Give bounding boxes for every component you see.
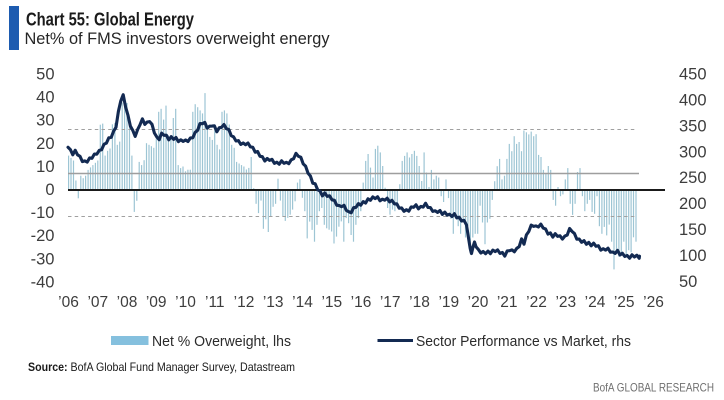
svg-text:’08: ’08 xyxy=(117,294,138,311)
svg-text:’16: ’16 xyxy=(351,294,372,311)
svg-text:0: 0 xyxy=(45,181,54,199)
svg-text:-20: -20 xyxy=(31,227,55,245)
svg-text:400: 400 xyxy=(679,91,707,109)
svg-text:30: 30 xyxy=(36,112,54,130)
svg-text:Sector Performance vs Market,: Sector Performance vs Market, rhs xyxy=(416,334,631,350)
svg-text:Source: BofA Global Fund Manag: Source: BofA Global Fund Manager Survey,… xyxy=(28,360,295,374)
svg-text:’18: ’18 xyxy=(409,294,430,311)
svg-text:’25: ’25 xyxy=(614,294,635,311)
svg-text:’26: ’26 xyxy=(643,294,664,311)
svg-text:-40: -40 xyxy=(31,273,55,291)
svg-text:’15: ’15 xyxy=(321,294,342,311)
svg-text:150: 150 xyxy=(679,221,707,239)
svg-text:’19: ’19 xyxy=(438,294,459,311)
svg-text:300: 300 xyxy=(679,143,707,161)
svg-text:’09: ’09 xyxy=(146,294,167,311)
svg-text:-30: -30 xyxy=(31,250,55,268)
svg-text:’07: ’07 xyxy=(87,294,108,311)
svg-text:100: 100 xyxy=(679,247,707,265)
svg-text:’21: ’21 xyxy=(497,294,518,311)
svg-text:’22: ’22 xyxy=(526,294,547,311)
svg-text:’11: ’11 xyxy=(205,294,225,311)
svg-text:Chart 55: Global Energy: Chart 55: Global Energy xyxy=(26,9,195,30)
svg-text:50: 50 xyxy=(679,273,697,291)
svg-text:’10: ’10 xyxy=(175,294,196,311)
svg-text:’13: ’13 xyxy=(263,294,284,311)
svg-text:250: 250 xyxy=(679,169,707,187)
svg-text:450: 450 xyxy=(679,66,707,84)
svg-text:350: 350 xyxy=(679,117,707,135)
svg-text:20: 20 xyxy=(36,135,54,153)
svg-text:200: 200 xyxy=(679,195,707,213)
svg-text:’06: ’06 xyxy=(58,294,79,311)
svg-text:40: 40 xyxy=(36,89,54,107)
svg-text:50: 50 xyxy=(36,66,54,84)
svg-text:’23: ’23 xyxy=(555,294,576,311)
svg-text:’12: ’12 xyxy=(234,294,255,311)
svg-text:-10: -10 xyxy=(31,204,55,222)
svg-text:’20: ’20 xyxy=(468,294,489,311)
svg-text:’24: ’24 xyxy=(585,294,606,311)
svg-text:BofA GLOBAL RESEARCH: BofA GLOBAL RESEARCH xyxy=(593,381,714,395)
svg-text:Net % Overweight, lhs: Net % Overweight, lhs xyxy=(152,334,291,350)
svg-text:Net% of FMS investors overweig: Net% of FMS investors overweight energy xyxy=(25,29,330,48)
svg-text:’17: ’17 xyxy=(380,294,401,311)
svg-text:’14: ’14 xyxy=(292,294,313,311)
svg-text:10: 10 xyxy=(36,158,54,176)
